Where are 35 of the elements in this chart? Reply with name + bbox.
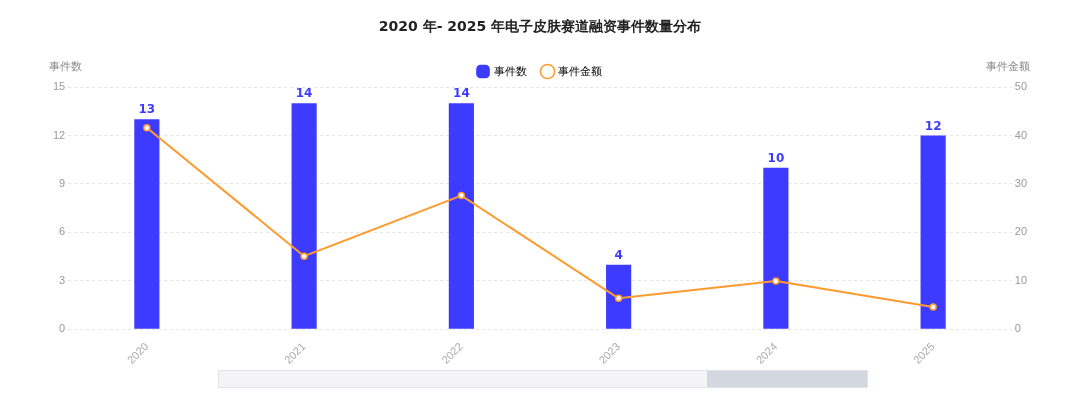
y2-tick-label: 30 [1014, 176, 1028, 189]
chart-title: 2020 年- 2025 年电子皮肤赛道融资事件数量分布 [377, 18, 703, 36]
y2-tick-label: 50 [1014, 80, 1028, 93]
y-tick-label: 15 [52, 80, 66, 93]
point [772, 277, 780, 285]
y2-tick-label: 0 [1014, 322, 1021, 335]
bar [134, 119, 160, 329]
data-label: 14 [453, 86, 470, 101]
y-tick-label: 3 [59, 273, 66, 286]
data-label: 14 [295, 86, 313, 101]
data-label: 12 [924, 118, 942, 133]
bar [448, 103, 474, 329]
bar [606, 264, 632, 329]
y-tick-label: 12 [52, 128, 66, 141]
point [300, 252, 308, 260]
legend-label: 事件数 [493, 64, 527, 77]
y-tick-label: 6 [59, 225, 66, 238]
y-tick-label: 9 [59, 176, 66, 189]
bar [291, 103, 317, 329]
data-label: 13 [138, 102, 156, 117]
y2-axis-title: 事件金额 [986, 60, 1030, 74]
point [457, 191, 466, 200]
legend-label: 事件金额 [558, 64, 602, 77]
point [143, 123, 151, 132]
bar [763, 167, 789, 329]
y2-tick-label: 40 [1014, 128, 1028, 141]
bar [920, 135, 946, 329]
y2-tick-label: 10 [1014, 273, 1028, 286]
y-axis-title: 事件数 [48, 60, 82, 74]
point [614, 294, 623, 303]
data-label: 4 [614, 247, 623, 262]
data-label: 10 [767, 150, 785, 165]
point [929, 303, 937, 311]
y2-tick-label: 20 [1014, 225, 1028, 238]
y-tick-label: 0 [59, 322, 66, 335]
